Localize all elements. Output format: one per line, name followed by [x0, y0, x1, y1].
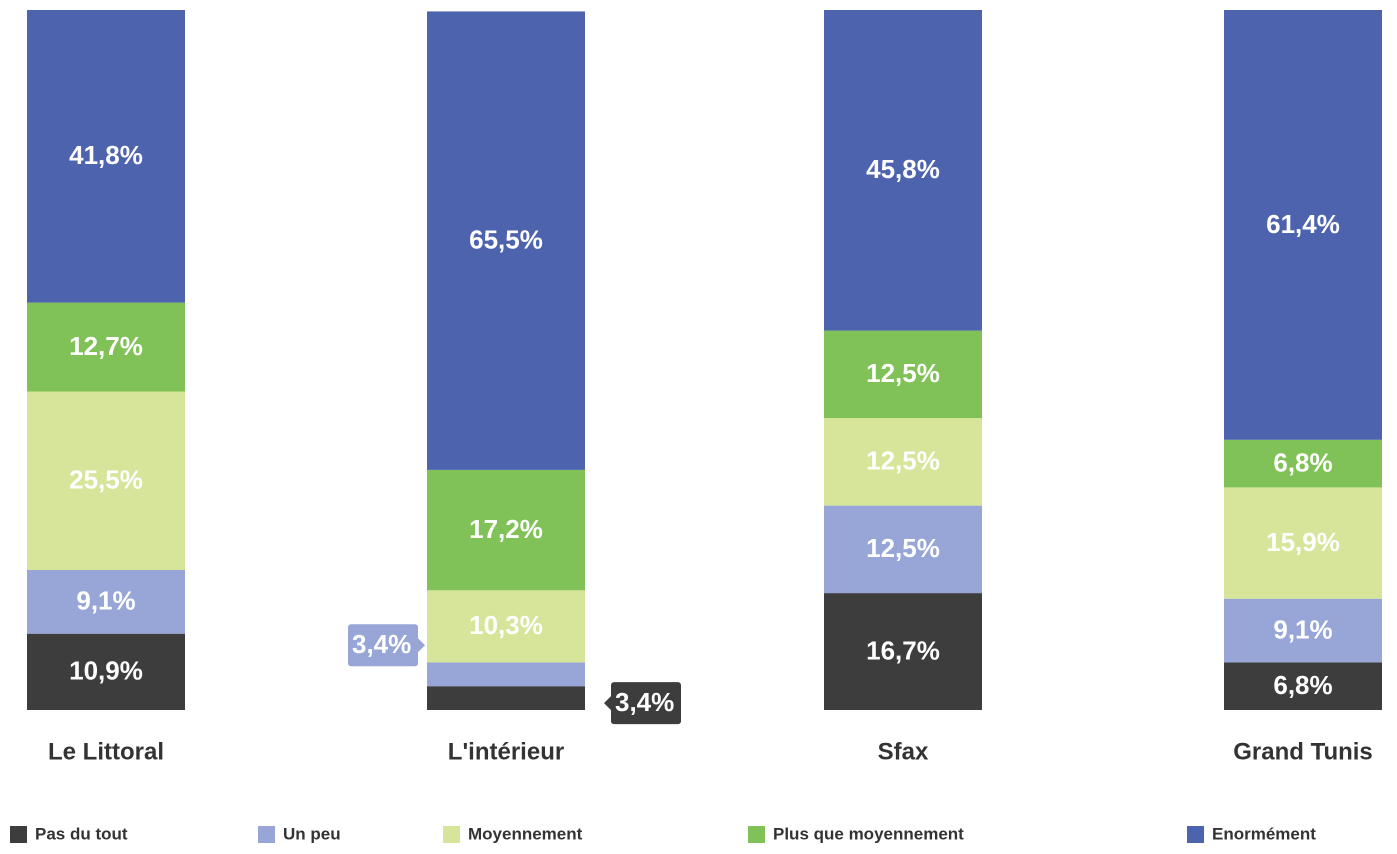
value-label: 9,1% [1273, 614, 1332, 644]
callout-pointer [604, 696, 611, 711]
value-label: 15,9% [1266, 527, 1340, 557]
bar-segment [27, 570, 185, 634]
legend-swatch [1187, 826, 1204, 843]
value-label: 10,9% [69, 656, 143, 686]
legend-swatch [748, 826, 765, 843]
bar-segment [427, 11, 585, 470]
callout [611, 682, 681, 725]
bar-segment [427, 469, 585, 591]
value-label: 12,7% [69, 331, 143, 361]
value-label: 25,5% [69, 465, 143, 495]
bar-segment [1224, 439, 1382, 488]
bar-segment [1224, 10, 1382, 440]
bar-segment [27, 302, 185, 392]
legend-label: Plus que moyennement [773, 824, 964, 843]
value-label: 12,5% [866, 446, 940, 476]
value-label: 3,4% [615, 687, 674, 717]
value-label: 3,4% [352, 629, 411, 659]
value-label: 6,8% [1273, 447, 1332, 477]
bar-segment [427, 662, 585, 687]
bar-segment [824, 330, 982, 419]
bar-segment [824, 505, 982, 594]
legend-swatch [10, 826, 27, 843]
value-label: 17,2% [469, 514, 543, 544]
legend-label: Pas du tout [35, 824, 128, 843]
legend-label: Un peu [283, 824, 341, 843]
bar-segment [1224, 487, 1382, 599]
x-tick-label: Grand Tunis [1233, 738, 1373, 765]
legend-label: Moyennement [468, 824, 583, 843]
x-tick-label: Le Littoral [48, 738, 164, 765]
value-label: 12,5% [866, 533, 940, 563]
x-tick-label: Sfax [878, 738, 929, 765]
bar-segment [824, 10, 982, 331]
bar-segment [1224, 662, 1382, 710]
bar-segment [27, 10, 185, 303]
value-label: 6,8% [1273, 670, 1332, 700]
value-label: 41,8% [69, 140, 143, 170]
value-label: 45,8% [866, 154, 940, 184]
bar-segment [824, 418, 982, 506]
value-label: 12,5% [866, 358, 940, 388]
bar-segment [824, 593, 982, 710]
callout [348, 624, 418, 667]
x-tick-label: L'intérieur [448, 738, 564, 765]
bar-segment [27, 391, 185, 570]
value-label: 9,1% [76, 586, 135, 616]
value-label: 61,4% [1266, 209, 1340, 239]
bar-segment [427, 686, 585, 710]
callout-pointer [418, 638, 425, 653]
legend-swatch [443, 826, 460, 843]
bar-segment [427, 590, 585, 663]
legend-label: Enormément [1212, 824, 1316, 843]
legend-swatch [258, 826, 275, 843]
value-label: 65,5% [469, 225, 543, 255]
value-label: 10,3% [469, 610, 543, 640]
value-label: 16,7% [866, 635, 940, 665]
bar-segment [27, 633, 185, 710]
bar-segment [1224, 598, 1382, 663]
